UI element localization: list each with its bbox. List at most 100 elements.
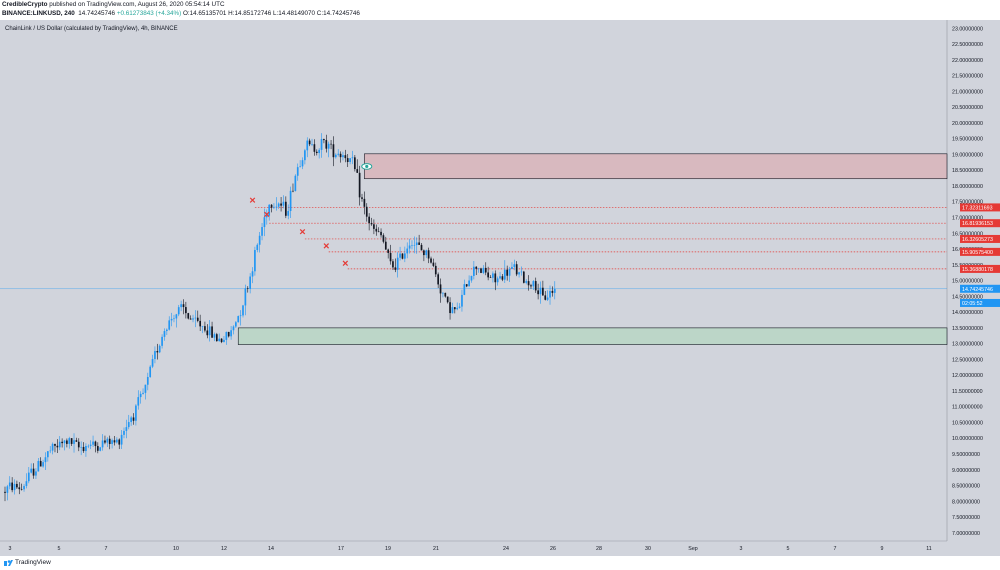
candle-body: [227, 331, 230, 337]
candle-body: [368, 216, 370, 224]
candle-body: [151, 359, 154, 367]
time-tick-label: 7: [105, 546, 108, 552]
candle-body: [44, 457, 47, 463]
tradingview-brand[interactable]: TradingView: [15, 559, 51, 566]
candle-body: [403, 253, 406, 259]
candle-body: [289, 190, 292, 212]
candle-body: [211, 326, 213, 338]
candle-body: [513, 264, 516, 267]
candle-body: [473, 266, 475, 276]
candle-body: [496, 278, 499, 283]
candle-body: [546, 297, 549, 300]
candle-body: [308, 140, 311, 145]
candle-body: [392, 261, 394, 268]
candle-body: [154, 351, 156, 360]
price-tick-label: 10.00000000: [952, 436, 983, 442]
price-tick-label: 20.00000000: [952, 121, 983, 127]
close-value: C:14.74245746: [316, 10, 360, 17]
level-price-label-bg: [960, 203, 1000, 212]
time-tick-label: 12: [221, 546, 227, 552]
candle-body: [6, 486, 9, 493]
candle-body: [63, 440, 66, 444]
x-mark-icon[interactable]: [342, 260, 349, 266]
candle-body: [208, 326, 211, 336]
time-tick-label: 26: [550, 546, 556, 552]
candle-body: [75, 440, 78, 442]
x-mark-icon[interactable]: [249, 197, 256, 203]
candle-body: [42, 462, 44, 467]
candle-body: [142, 392, 144, 394]
candle-body: [118, 439, 121, 445]
candle-body: [534, 281, 537, 291]
candle-body: [244, 288, 247, 306]
candle-body: [258, 235, 261, 245]
time-tick-label: 21: [433, 546, 439, 552]
candle-body: [394, 267, 397, 270]
candle-body: [199, 320, 202, 327]
candle-body: [37, 460, 40, 472]
level-price-label-bg: [960, 219, 1000, 228]
candle-body: [425, 250, 428, 256]
x-mark-icon[interactable]: [323, 243, 330, 249]
candle-body: [420, 244, 423, 251]
candle-body: [275, 206, 278, 208]
candle-body: [46, 451, 49, 458]
candle-body: [284, 201, 287, 216]
candle-body: [125, 427, 128, 431]
candle-body: [494, 273, 497, 283]
candle-body: [415, 242, 418, 246]
candle-body: [413, 245, 416, 246]
candle-body: [377, 231, 380, 233]
candle-body: [463, 284, 466, 295]
time-axis-area[interactable]: [0, 541, 947, 556]
candle-body: [380, 231, 382, 236]
candle-body: [501, 276, 504, 280]
price-tick-label: 7.00000000: [952, 531, 980, 537]
ohlc-line: BINANCE:LINKUSD, 240 14.74245746 +0.6127…: [2, 10, 360, 17]
candle-body: [356, 169, 359, 173]
candle-body: [361, 197, 363, 199]
support-zone[interactable]: [237, 327, 948, 345]
resistance-zone[interactable]: [364, 153, 948, 180]
candle-body: [458, 306, 461, 308]
candle-body: [320, 139, 323, 150]
candle-body: [511, 266, 513, 270]
candle-body: [358, 172, 361, 198]
candle-body: [77, 441, 80, 448]
candle-body: [549, 290, 551, 298]
candle-body: [85, 446, 87, 452]
candle-body: [282, 201, 285, 206]
candle-body: [539, 287, 542, 295]
plot-area[interactable]: [0, 20, 947, 541]
candle-body: [68, 438, 71, 444]
current-price-label-bg: [960, 284, 1000, 293]
price-tick-label: 18.00000000: [952, 184, 983, 190]
x-mark-icon[interactable]: [299, 228, 306, 235]
candle-body: [306, 140, 309, 151]
candle-body: [520, 271, 523, 273]
price-tick-label: 9.50000000: [952, 452, 980, 458]
candle-body: [304, 150, 306, 161]
candle-body: [273, 206, 275, 208]
candle-body: [239, 315, 242, 317]
open-value: O:14.65135701: [182, 10, 227, 17]
candle-body: [173, 318, 175, 320]
x-mark-icon[interactable]: [264, 211, 270, 218]
candle-body: [354, 157, 356, 170]
candle-body: [311, 144, 313, 145]
candle-body: [553, 288, 556, 293]
publish-info: CredibleCrypto published on TradingView.…: [2, 1, 225, 8]
candle-body: [315, 151, 318, 154]
price-chart[interactable]: 23.00000000 22.50000000 22.00000000 21.5000…: [0, 20, 1000, 556]
price-tick-label: 17.00000000: [952, 216, 983, 222]
candle-body: [323, 139, 325, 141]
low-value: L:14.48149070: [272, 10, 316, 17]
tradingview-logo-icon[interactable]: [4, 559, 13, 566]
candle-body: [73, 440, 75, 444]
author-name[interactable]: CredibleCrypto: [2, 1, 48, 8]
time-tick-label: 3: [9, 546, 12, 552]
candle-body: [23, 486, 25, 490]
price-tick-label: 22.50000000: [952, 42, 983, 48]
eye-icon[interactable]: [361, 163, 373, 170]
price-tick-label: 16.50000000: [952, 231, 983, 237]
